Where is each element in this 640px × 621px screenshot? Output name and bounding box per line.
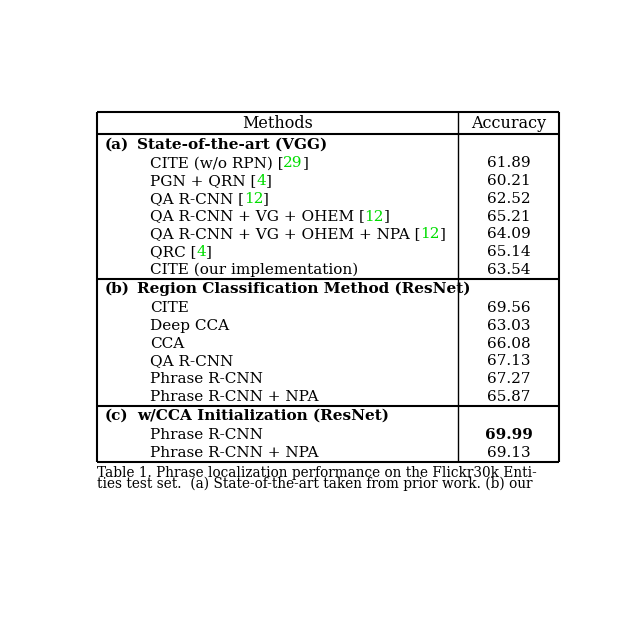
Text: 62.52: 62.52 bbox=[487, 192, 531, 206]
Text: Phrase R-CNN + NPA: Phrase R-CNN + NPA bbox=[150, 390, 318, 404]
Text: QA R-CNN + VG + OHEM + NPA [: QA R-CNN + VG + OHEM + NPA [ bbox=[150, 227, 420, 242]
Text: QA R-CNN: QA R-CNN bbox=[150, 355, 233, 368]
Text: QA R-CNN [: QA R-CNN [ bbox=[150, 192, 244, 206]
Text: CCA: CCA bbox=[150, 337, 184, 351]
Text: (a): (a) bbox=[105, 137, 129, 151]
Text: 69.99: 69.99 bbox=[484, 428, 532, 442]
Text: Region Classification Method (ResNet): Region Classification Method (ResNet) bbox=[138, 282, 471, 296]
Text: ]: ] bbox=[263, 192, 269, 206]
Text: 69.56: 69.56 bbox=[487, 301, 531, 315]
Text: Methods: Methods bbox=[242, 114, 313, 132]
Text: ]: ] bbox=[440, 227, 445, 242]
Text: QA R-CNN + VG + OHEM [: QA R-CNN + VG + OHEM [ bbox=[150, 209, 365, 224]
Text: w/CCA Initialization (ResNet): w/CCA Initialization (ResNet) bbox=[138, 409, 389, 423]
Text: ]: ] bbox=[384, 209, 390, 224]
Text: QRC [: QRC [ bbox=[150, 245, 196, 259]
Text: ties test set.  (a) State-of-the-art taken from prior work. (b) our: ties test set. (a) State-of-the-art take… bbox=[97, 476, 532, 491]
Text: 65.21: 65.21 bbox=[487, 209, 531, 224]
Text: 63.03: 63.03 bbox=[487, 319, 531, 333]
Text: 64.09: 64.09 bbox=[486, 227, 531, 242]
Text: Table 1. Phrase localization performance on the Flickr30k Enti-: Table 1. Phrase localization performance… bbox=[97, 466, 537, 479]
Text: 67.13: 67.13 bbox=[487, 355, 531, 368]
Text: 69.13: 69.13 bbox=[487, 446, 531, 460]
Text: 61.89: 61.89 bbox=[487, 156, 531, 170]
Text: PGN + QRN [: PGN + QRN [ bbox=[150, 174, 256, 188]
Text: Deep CCA: Deep CCA bbox=[150, 319, 229, 333]
Text: 67.27: 67.27 bbox=[487, 372, 531, 386]
Text: 66.08: 66.08 bbox=[487, 337, 531, 351]
Text: 12: 12 bbox=[420, 227, 440, 242]
Text: 65.87: 65.87 bbox=[487, 390, 531, 404]
Text: ]: ] bbox=[303, 156, 308, 170]
Text: 63.54: 63.54 bbox=[487, 263, 531, 277]
Text: Phrase R-CNN: Phrase R-CNN bbox=[150, 372, 262, 386]
Text: 65.14: 65.14 bbox=[487, 245, 531, 259]
Text: ]: ] bbox=[206, 245, 212, 259]
Text: Phrase R-CNN: Phrase R-CNN bbox=[150, 428, 262, 442]
Text: CITE: CITE bbox=[150, 301, 189, 315]
Text: CITE (our implementation): CITE (our implementation) bbox=[150, 263, 358, 277]
Text: (b): (b) bbox=[105, 282, 130, 296]
Text: 60.21: 60.21 bbox=[486, 174, 531, 188]
Text: ]: ] bbox=[266, 174, 272, 188]
Text: Accuracy: Accuracy bbox=[471, 114, 546, 132]
Text: CITE (w/o RPN) [: CITE (w/o RPN) [ bbox=[150, 156, 284, 170]
Text: State-of-the-art (VGG): State-of-the-art (VGG) bbox=[138, 137, 328, 151]
Text: 12: 12 bbox=[244, 192, 263, 206]
Text: (c): (c) bbox=[105, 409, 129, 423]
Text: 4: 4 bbox=[256, 174, 266, 188]
Text: 29: 29 bbox=[284, 156, 303, 170]
Text: Phrase R-CNN + NPA: Phrase R-CNN + NPA bbox=[150, 446, 318, 460]
Text: 4: 4 bbox=[196, 245, 206, 259]
Text: 12: 12 bbox=[365, 209, 384, 224]
